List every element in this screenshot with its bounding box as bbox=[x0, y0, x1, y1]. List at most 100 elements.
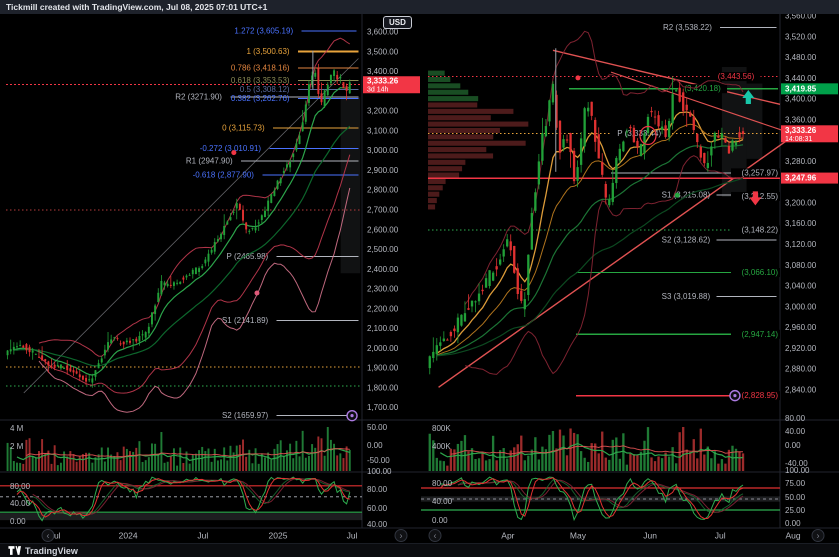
svg-text:Jul: Jul bbox=[715, 531, 726, 541]
svg-text:S2 (1659.97): S2 (1659.97) bbox=[222, 411, 269, 420]
svg-text:(3,066.10): (3,066.10) bbox=[742, 268, 779, 277]
svg-text:2025: 2025 bbox=[269, 531, 288, 541]
svg-text:0.00: 0.00 bbox=[10, 517, 26, 526]
svg-text:2,200.00: 2,200.00 bbox=[367, 304, 399, 313]
svg-text:800K: 800K bbox=[432, 424, 451, 433]
svg-text:Jul: Jul bbox=[347, 531, 358, 541]
currency-button[interactable]: USD bbox=[383, 16, 412, 29]
scroll-left-button[interactable]: ‹ bbox=[428, 529, 442, 542]
svg-text:40.00: 40.00 bbox=[10, 499, 31, 508]
volume-pane[interactable] bbox=[6, 427, 351, 471]
svg-text:3,333.26: 3,333.26 bbox=[367, 77, 399, 86]
left-chart-canvas[interactable]: 1.272 (3,605.19) 1 (3,500.63) 0.786 (3,418… bbox=[0, 14, 421, 543]
svg-text:2,600.00: 2,600.00 bbox=[367, 225, 399, 234]
svg-text:1,900.00: 1,900.00 bbox=[367, 364, 399, 373]
footer-bar: TradingView bbox=[0, 543, 839, 557]
svg-text:S3 (3,019.88): S3 (3,019.88) bbox=[662, 292, 711, 301]
svg-text:0 (3,115.73): 0 (3,115.73) bbox=[222, 123, 265, 132]
svg-text:3,480.00: 3,480.00 bbox=[785, 53, 817, 62]
moving-average-lines bbox=[13, 37, 351, 413]
scroll-right-button[interactable]: › bbox=[394, 529, 408, 542]
price-badge: 3,419.85 bbox=[781, 83, 838, 95]
svg-text:(3,443.56): (3,443.56) bbox=[718, 72, 755, 81]
svg-text:2,920.00: 2,920.00 bbox=[785, 344, 817, 353]
svg-text:40.00: 40.00 bbox=[432, 497, 453, 506]
moving-average-lines bbox=[436, 30, 744, 375]
chart-panel-right[interactable]: R2 (3,538.22) (3,443.56) (3,420.18) P (3,33… bbox=[421, 12, 839, 543]
trendlines-layer[interactable] bbox=[23, 58, 359, 394]
svg-text:Apr: Apr bbox=[501, 531, 514, 541]
svg-text:4 M: 4 M bbox=[10, 424, 24, 433]
svg-text:3,400.00: 3,400.00 bbox=[367, 67, 399, 76]
svg-text:3,360.00: 3,360.00 bbox=[785, 115, 817, 124]
candles[interactable] bbox=[6, 63, 351, 388]
arrow-down-icon bbox=[749, 191, 762, 206]
time-axis[interactable]: Apr May Jun Jul Aug ‹ › bbox=[428, 529, 825, 542]
svg-text:3,520.00: 3,520.00 bbox=[785, 32, 817, 41]
header-bar: Tickmill created with TradingView.com, J… bbox=[0, 0, 839, 14]
scroll-left-button[interactable]: ‹ bbox=[41, 529, 55, 542]
svg-text:P (2465.98): P (2465.98) bbox=[227, 252, 269, 261]
stochastic-pane[interactable] bbox=[0, 476, 362, 522]
svg-text:(2,947.14): (2,947.14) bbox=[742, 330, 779, 339]
svg-text:2 M: 2 M bbox=[10, 442, 24, 451]
svg-text:0.00: 0.00 bbox=[785, 519, 801, 528]
tradingview-brand[interactable]: TradingView bbox=[25, 545, 78, 556]
svg-text:3d 14h: 3d 14h bbox=[367, 87, 389, 94]
svg-text:›: › bbox=[817, 531, 820, 541]
svg-text:60.00: 60.00 bbox=[367, 504, 388, 513]
volume-profile bbox=[428, 70, 529, 210]
svg-text:3,200.00: 3,200.00 bbox=[367, 107, 399, 116]
svg-text:1 (3,500.63): 1 (3,500.63) bbox=[246, 47, 289, 56]
svg-text:Aug: Aug bbox=[785, 531, 800, 541]
svg-text:3,280.00: 3,280.00 bbox=[785, 157, 817, 166]
svg-text:3,560.00: 3,560.00 bbox=[785, 14, 817, 21]
svg-text:3,419.85: 3,419.85 bbox=[785, 84, 817, 93]
chart-panel-left[interactable]: 1.272 (3,605.19) 1 (3,500.63) 0.786 (3,418… bbox=[0, 14, 421, 543]
svg-text:(3,420.18): (3,420.18) bbox=[684, 84, 721, 93]
dot-marker bbox=[231, 150, 237, 156]
svg-text:‹: ‹ bbox=[434, 531, 437, 541]
time-axis[interactable]: Jul 2024 Jul 2025 Jul‹ › bbox=[41, 529, 408, 542]
tradingview-logo[interactable] bbox=[8, 545, 21, 556]
stochastic-pane[interactable] bbox=[421, 476, 780, 522]
scroll-right-button[interactable]: › bbox=[811, 529, 825, 542]
svg-text:80.00: 80.00 bbox=[367, 485, 388, 494]
svg-text:S2 (3,128.62): S2 (3,128.62) bbox=[662, 236, 711, 245]
annotation-markers[interactable] bbox=[231, 50, 358, 422]
levels-layer[interactable]: 1.272 (3,605.19) 1 (3,500.63) 0.786 (3,418… bbox=[6, 26, 362, 420]
svg-text:2,000.00: 2,000.00 bbox=[367, 344, 399, 353]
svg-text:-0.618 (2,877.90): -0.618 (2,877.90) bbox=[193, 170, 255, 179]
svg-text:0.00: 0.00 bbox=[367, 441, 383, 450]
svg-text:2,880.00: 2,880.00 bbox=[785, 365, 817, 374]
svg-text:2,400.00: 2,400.00 bbox=[367, 265, 399, 274]
volume-pane[interactable] bbox=[428, 427, 745, 471]
svg-text:3,040.00: 3,040.00 bbox=[785, 282, 817, 291]
svg-text:80.00: 80.00 bbox=[785, 414, 806, 423]
svg-text:(3,148.22): (3,148.22) bbox=[742, 225, 779, 234]
levels-layer[interactable]: R2 (3,538.22) (3,443.56) (3,420.18) P (3,33… bbox=[428, 23, 780, 401]
svg-text:3,600.00: 3,600.00 bbox=[367, 27, 399, 36]
svg-text:2,300.00: 2,300.00 bbox=[367, 285, 399, 294]
right-chart-canvas[interactable]: R2 (3,538.22) (3,443.56) (3,420.18) P (3,33… bbox=[421, 12, 839, 543]
dot-marker bbox=[575, 75, 581, 81]
svg-text:2,500.00: 2,500.00 bbox=[367, 245, 399, 254]
arrow-up-icon bbox=[742, 89, 755, 104]
svg-text:Jun: Jun bbox=[643, 531, 657, 541]
svg-text:3,500.00: 3,500.00 bbox=[367, 47, 399, 56]
header-title: Tickmill created with TradingView.com, J… bbox=[6, 2, 268, 12]
svg-text:R2 (3271.90): R2 (3271.90) bbox=[175, 92, 222, 101]
svg-text:80.00: 80.00 bbox=[10, 482, 31, 491]
svg-text:-50.00: -50.00 bbox=[367, 456, 390, 465]
candles[interactable] bbox=[428, 76, 745, 375]
price-axis[interactable]: 3,600.00 3,500.00 3,400.00 3,200.00 3,100.00… bbox=[10, 27, 399, 529]
price-axis[interactable]: 3,560.00 3,520.00 3,480.00 3,440.00 3,400.00… bbox=[432, 12, 817, 528]
annotation-markers[interactable] bbox=[555, 48, 762, 402]
dot-marker bbox=[674, 192, 680, 198]
svg-text:2024: 2024 bbox=[119, 531, 138, 541]
svg-text:2,840.00: 2,840.00 bbox=[785, 385, 817, 394]
svg-text:3,000.00: 3,000.00 bbox=[367, 146, 399, 155]
dot-marker bbox=[254, 290, 260, 296]
